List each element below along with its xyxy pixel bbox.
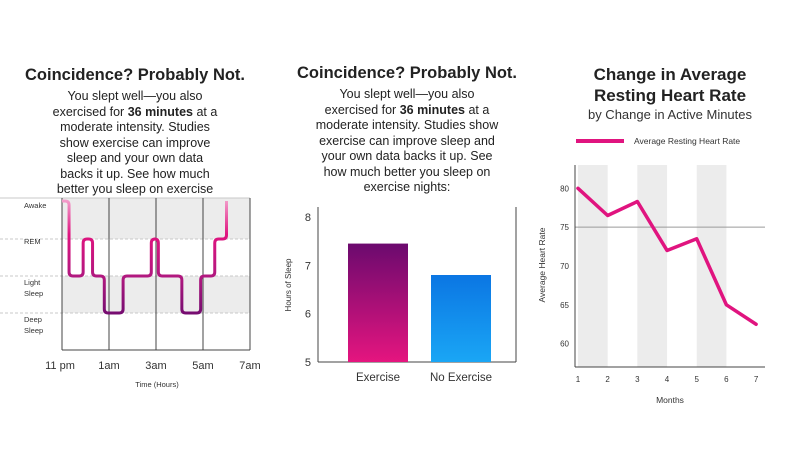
bar-no-exercise: [431, 275, 491, 362]
sleep-stage-label: Awake: [24, 201, 46, 210]
sleep-x-tick: 7am: [239, 360, 260, 372]
bars-panel-text: You slept well—you also exercised for 36…: [272, 87, 542, 196]
hr-x-tick: 3: [635, 375, 640, 384]
hr-y-tick: 70: [560, 262, 569, 271]
bars-y-tick: 7: [305, 260, 311, 272]
sleep-text-bold: 36 minutes: [127, 104, 193, 119]
sleep-stage-label: Deep Sleep: [24, 315, 43, 335]
bars-x-tick: Exercise: [356, 372, 400, 384]
hr-x-tick: 5: [694, 375, 699, 384]
sleep-x-tick: 5am: [192, 360, 213, 372]
hr-y-tick: 60: [560, 340, 569, 349]
bars-y-tick: 5: [305, 357, 311, 369]
hr-x-tick: 7: [754, 375, 759, 384]
bars-y-label: Hours of Sleep: [284, 258, 293, 311]
hr-y-tick: 65: [560, 301, 569, 310]
bars-text-bold: 36 minutes: [399, 102, 465, 117]
hr-shaded-band: [637, 165, 668, 367]
hr-y-tick: 75: [560, 223, 569, 232]
hr-y-tick: 80: [560, 184, 569, 193]
sleep-stage-label-line: Deep: [24, 315, 42, 324]
sleep-stage-label-line: Sleep: [24, 326, 43, 335]
heart-rate-panel: Change in Average Resting Heart Rate by …: [537, 0, 800, 450]
hr-x-tick: 1: [576, 375, 581, 384]
bars-text-after: at a moderate intensity. Studies show ex…: [315, 102, 499, 195]
sleep-x-tick: 11 pm: [45, 360, 75, 372]
hr-panel-subtitle: by Change in Active Minutes: [587, 107, 753, 122]
hypnogram-line: [62, 199, 228, 315]
hr-shaded-band: [696, 165, 727, 367]
hr-x-label: Months: [656, 395, 684, 405]
hours-of-sleep-panel: Coincidence? Probably Not. You slept wel…: [272, 0, 542, 450]
hr-x-tick: 4: [665, 375, 670, 384]
hours-of-sleep-chart: 5 6 7 8 Hours of Sleep Exercise No Exercise: [284, 207, 517, 384]
bar-exercise: [348, 243, 408, 362]
sleep-text-before: You slept well—you also exercised for: [52, 89, 203, 119]
bars-text-before: You slept well—you also exercised for: [324, 87, 475, 117]
sleep-x-tick: 3am: [145, 360, 166, 372]
sleep-stages-panel: Coincidence? Probably Not. You slept wel…: [0, 0, 270, 450]
sleep-stages-chart: Awake REM Light Sleep Deep Sleep 11 pm 1am 3am 5a…: [0, 197, 261, 389]
bars-panel-title: Coincidence? Probably Not.: [296, 64, 518, 82]
hr-x-tick: 6: [724, 375, 729, 384]
bars-y-tick: 8: [305, 212, 311, 224]
bars-y-tick: 6: [305, 309, 311, 321]
sleep-stage-label-line: Sleep: [24, 289, 43, 298]
bars-x-tick: No Exercise: [430, 372, 492, 384]
hr-panel-title: Change in Average Resting Heart Rate: [593, 65, 747, 105]
hr-shaded-band: [577, 165, 608, 367]
sleep-x-label: Time (Hours): [135, 380, 179, 389]
sleep-panel-title: Coincidence? Probably Not.: [24, 66, 246, 84]
sleep-stage-label: Light Sleep: [24, 278, 43, 298]
legend-label: Average Resting Heart Rate: [634, 136, 740, 146]
sleep-stage-label: REM: [24, 237, 41, 246]
sleep-stage-label-line: Light: [24, 278, 41, 287]
hr-x-tick: 2: [605, 375, 610, 384]
sleep-x-tick: 1am: [98, 360, 119, 372]
hr-y-label: Average Heart Rate: [537, 227, 547, 302]
